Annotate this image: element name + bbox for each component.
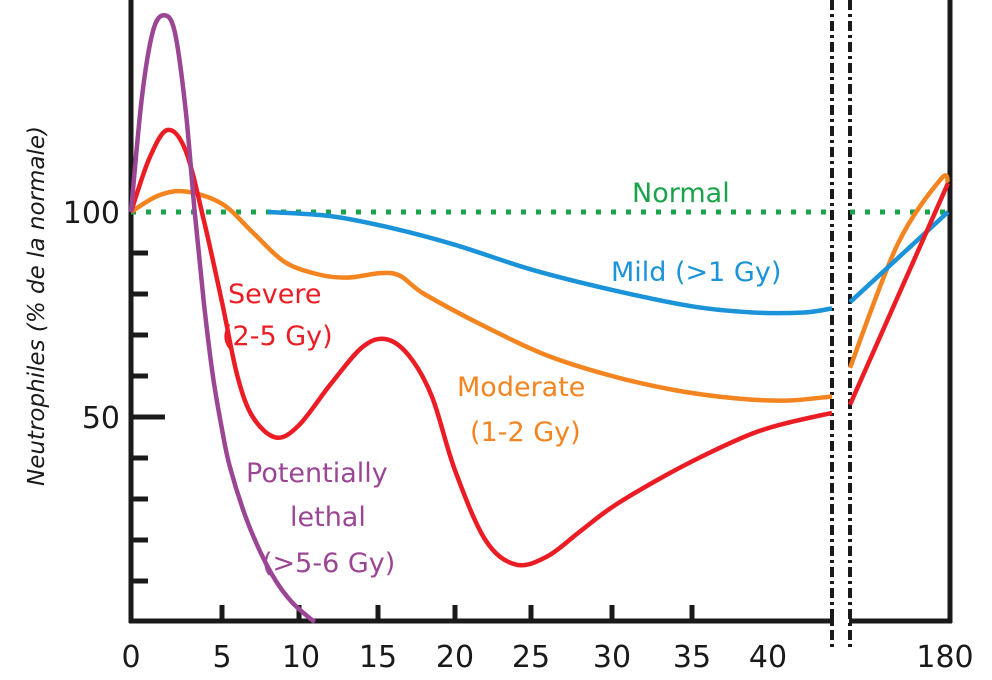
label-normal: Normal <box>632 178 730 209</box>
x-tick-label-25: 25 <box>512 640 550 675</box>
series-group <box>128 12 951 624</box>
x-tick-label-180: 180 <box>916 640 973 675</box>
x-tick-label-15: 15 <box>359 640 397 675</box>
x-tick-label-35: 35 <box>673 640 711 675</box>
series-line-mild-1-gy <box>268 209 833 316</box>
series-line-severe-2-5-gy-after-break <box>847 182 951 406</box>
y-axis-label: Neutrophiles (% de la normale) <box>24 126 50 486</box>
series-line-moderate-1-2-gy-after-break <box>847 173 951 369</box>
label-lethal-line2: lethal <box>290 502 366 533</box>
label-mild: Mild (>1 Gy) <box>611 257 781 288</box>
x-tick-label-40: 40 <box>749 640 787 675</box>
label-lethal-line1: Potentially <box>246 458 388 489</box>
x-tick-label-20: 20 <box>436 640 474 675</box>
series-line-severe-2-5-gy <box>128 127 833 568</box>
series-line-mild-1-gy-after-break <box>848 210 950 304</box>
label-lethal-line3: (>5-6 Gy) <box>262 548 395 579</box>
series-line-moderate-1-2-gy <box>129 188 833 403</box>
x-tick-label-0: 0 <box>121 640 140 675</box>
series-line-potentially-lethal-5-6-gy <box>128 12 317 624</box>
annotations: Normal Mild (>1 Gy) Severe (2-5 Gy) Mode… <box>222 178 781 579</box>
label-moderate-line1: Moderate <box>457 372 585 403</box>
label-severe-line1: Severe <box>228 279 321 310</box>
x-tick-label-10: 10 <box>282 640 320 675</box>
label-severe-line2: (2-5 Gy) <box>222 321 333 352</box>
x-tick-label-5: 5 <box>212 640 231 675</box>
y-tick-label-50: 50 <box>82 401 120 436</box>
x-tick-label-30: 30 <box>593 640 631 675</box>
label-moderate-line2: (1-2 Gy) <box>470 417 581 448</box>
y-tick-label-100: 100 <box>63 196 120 231</box>
axes <box>128 0 953 648</box>
ticks <box>131 250 695 621</box>
tick-labels: 100 50 0 5 10 15 20 25 30 35 40 180 <box>63 196 974 675</box>
